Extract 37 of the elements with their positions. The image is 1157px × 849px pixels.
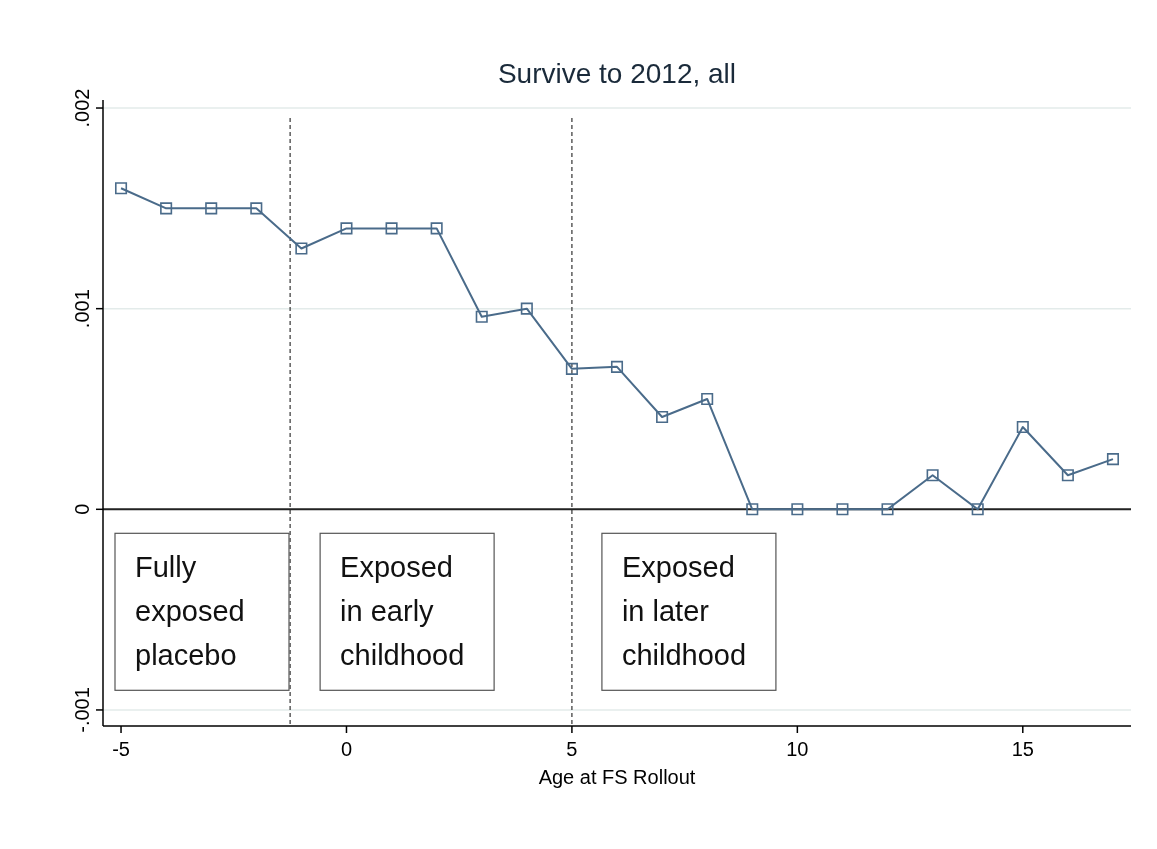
x-tick-label: 0 [340,738,353,760]
point [1106,453,1120,466]
annotation: Exposed in early childhood [340,551,465,672]
point [1061,469,1074,482]
x-tick-label: -5 [112,738,130,760]
y-tick-label: 0 [71,503,93,515]
point [791,503,804,516]
point [340,222,353,235]
y-tick-label: .002 [71,88,93,128]
annotation: Exposed in later childhood [621,551,747,672]
point [926,469,939,482]
x-axis-title: Age at FS Rollout [538,766,696,788]
x-tick-label: 15 [1011,738,1034,760]
point [746,503,759,516]
point [971,503,984,516]
annotation: Fully exposed placebo [135,551,245,672]
y-tick-label: .001 [71,289,93,329]
y-tick-label: -.001 [71,687,93,733]
point [114,182,128,195]
chart-title: Survive to 2012, all [497,58,737,89]
point [295,242,308,255]
point [385,222,398,235]
point [701,392,714,405]
point [610,360,624,373]
point [430,222,443,235]
point [1016,421,1029,434]
x-tick-label: 5 [566,738,578,760]
point [250,202,263,215]
point [836,503,849,516]
point [881,503,894,516]
point [475,310,488,323]
point [565,362,578,375]
point [656,410,669,424]
point [520,302,533,315]
x-tick-label: 10 [786,738,809,760]
point [205,202,218,215]
point [160,202,173,215]
